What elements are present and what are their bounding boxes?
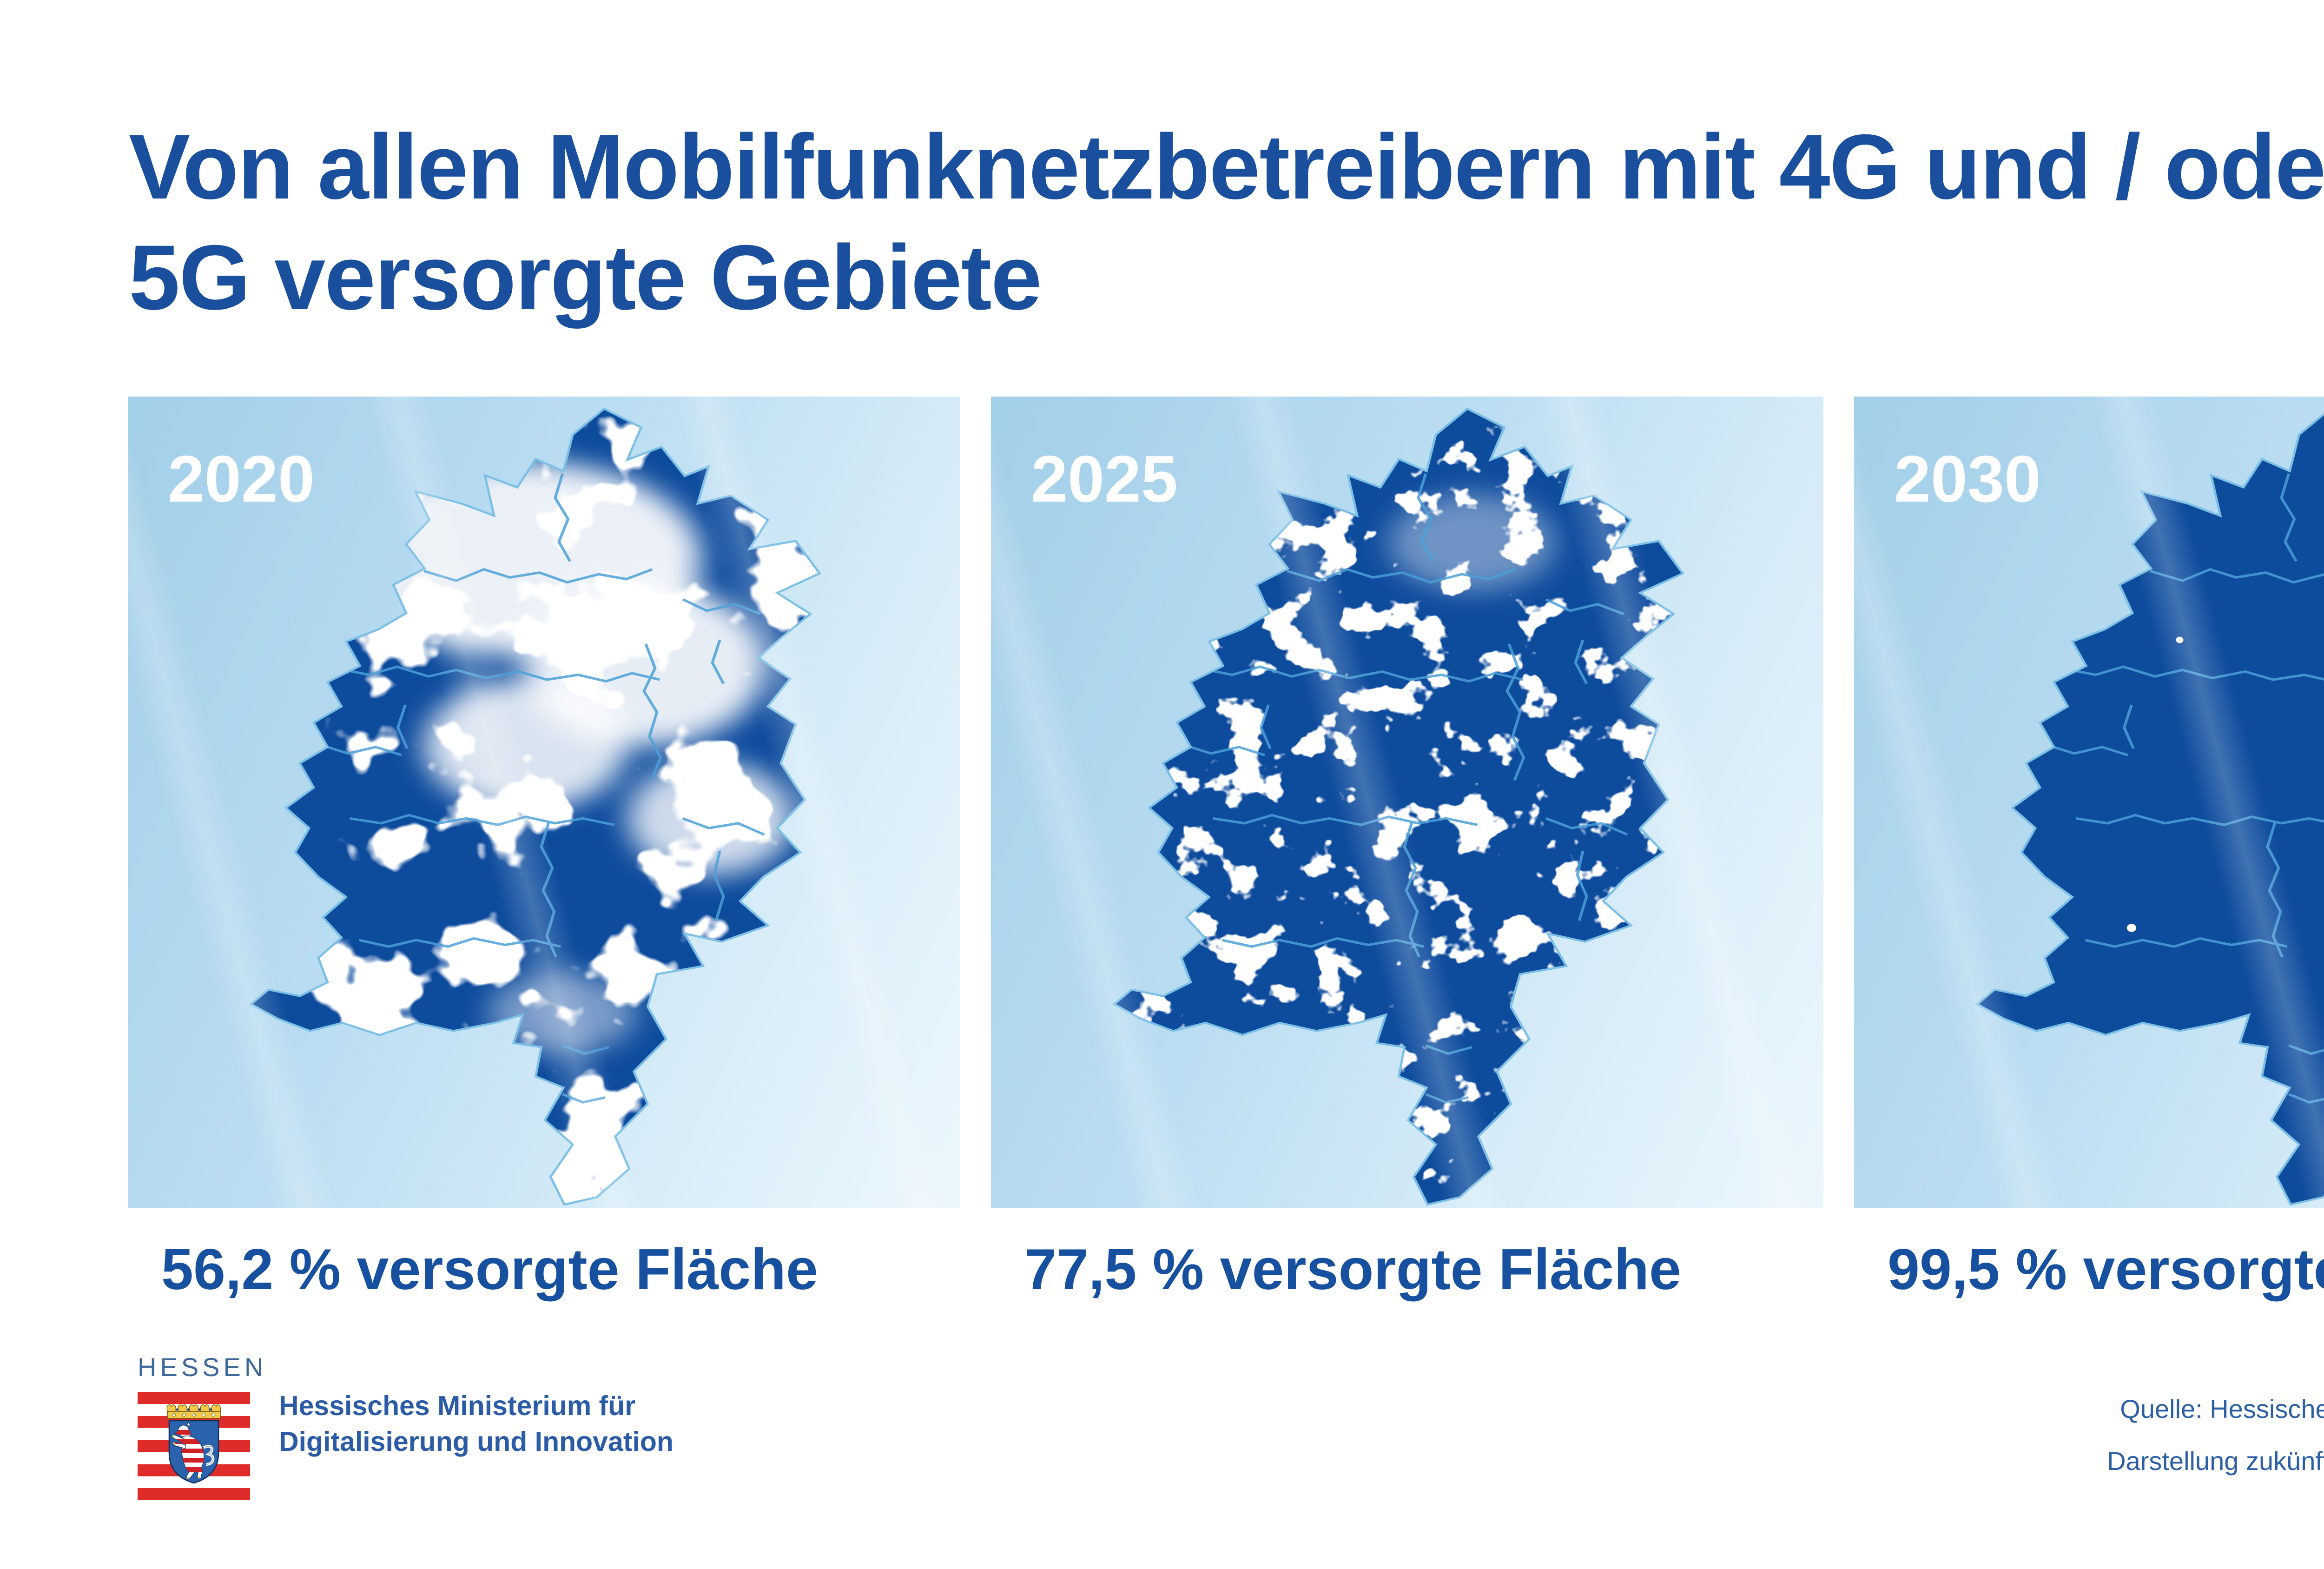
coverage-label-2020: 56,2 % versorgte Fläche bbox=[161, 1238, 818, 1302]
page-title-line1: Von allen Mobilfunknetzbetreibern mit 4G… bbox=[129, 115, 2324, 218]
crown-icon bbox=[166, 1404, 221, 1419]
panel-2020: 2020 56,2 % versorgte Fläche bbox=[128, 397, 960, 1302]
ministry-name-line2: Digitalisierung und Innovation bbox=[279, 1426, 673, 1457]
hessen-wordmark: HESSEN bbox=[138, 1352, 267, 1382]
ministry-name-line1: Hessisches Ministerium für bbox=[279, 1390, 636, 1421]
panel-2020-background: 2020 bbox=[128, 397, 960, 1208]
year-label-2020: 2020 bbox=[168, 442, 315, 516]
page-title-line2: 5G versorgte Gebiete bbox=[129, 225, 1042, 329]
lion-icon bbox=[172, 1421, 215, 1479]
coverage-label-2030: 99,5 % versorgte Fläche bbox=[1888, 1238, 2324, 1302]
hessen-coat-of-arms-icon bbox=[166, 1404, 221, 1484]
coverage-label-2025: 77,5 % versorgte Fläche bbox=[1024, 1238, 1681, 1302]
hessen-coverage-map-2030 bbox=[1854, 397, 2324, 1208]
panel-2025-background: 2025 bbox=[991, 397, 1823, 1208]
year-label-2030: 2030 bbox=[1894, 442, 2041, 516]
source-note: Quelle: Hessisches Mobilfunkmonitoring, … bbox=[2107, 1383, 2324, 1487]
panel-2030-background: 2030 bbox=[1854, 397, 2324, 1208]
panel-2030: 2030 99,5 % versorgte Fläche bbox=[1854, 397, 2324, 1302]
source-note-line2: Darstellung zukünftig zu versorgender Ge… bbox=[2107, 1446, 2324, 1476]
hessen-coverage-map-2020 bbox=[128, 397, 960, 1208]
hessen-coverage-map-2025 bbox=[991, 397, 1823, 1208]
source-note-line1: Quelle: Hessisches Mobilfunkmonitoring, … bbox=[2120, 1394, 2324, 1423]
ministry-name: Hessisches Ministerium für Digitalisieru… bbox=[279, 1388, 673, 1459]
panel-2025: 2025 77,5 % versorgte Fläche bbox=[991, 397, 1823, 1302]
year-label-2025: 2025 bbox=[1031, 442, 1178, 516]
page-title: Von allen Mobilfunknetzbetreibern mit 4G… bbox=[129, 112, 2324, 332]
